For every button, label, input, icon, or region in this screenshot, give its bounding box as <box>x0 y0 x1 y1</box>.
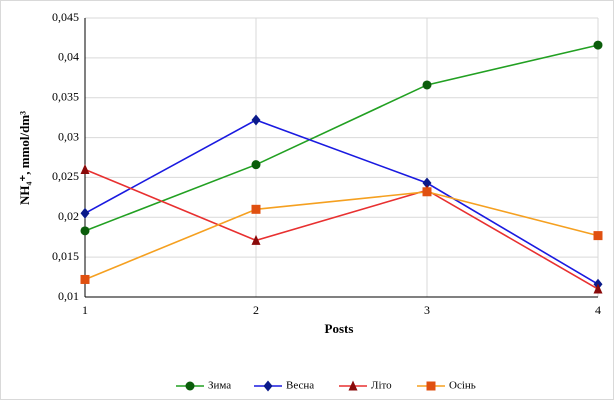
series-line <box>84 44 599 232</box>
marker <box>593 283 603 294</box>
series-line <box>84 119 599 285</box>
x-tick-label: 3 <box>424 303 430 317</box>
marker <box>422 187 432 197</box>
y-tick-label: 0,04 <box>58 50 79 64</box>
x-tick-label: 2 <box>253 303 259 317</box>
y-tick-label: 0,025 <box>52 169 79 183</box>
marker <box>80 226 90 236</box>
marker <box>80 274 90 284</box>
legend-label: Літо <box>371 380 392 392</box>
x-tick-label: 1 <box>82 303 88 317</box>
legend-label: Зима <box>208 380 231 392</box>
legend-marker <box>185 381 195 391</box>
marker <box>593 231 603 241</box>
legend-marker <box>348 380 358 391</box>
marker <box>251 114 261 126</box>
x-axis-label: Posts <box>325 321 354 336</box>
legend-marker <box>263 380 273 392</box>
y-tick-label: 0,01 <box>58 289 79 303</box>
marker <box>251 234 261 245</box>
legend-marker <box>426 381 436 391</box>
legend-label: Весна <box>286 380 314 392</box>
y-tick-label: 0,015 <box>52 249 79 263</box>
legend-label: Осінь <box>449 380 476 392</box>
marker <box>80 207 90 219</box>
marker <box>251 204 261 214</box>
marker <box>593 40 603 50</box>
series-line <box>84 190 599 281</box>
marker <box>251 160 261 170</box>
x-tick-label: 4 <box>595 303 601 317</box>
y-tick-label: 0,035 <box>52 89 79 103</box>
marker <box>80 163 90 174</box>
y-tick-label: 0,03 <box>58 129 79 143</box>
marker <box>422 177 432 189</box>
marker <box>422 80 432 90</box>
y-tick-label: 0,02 <box>58 209 79 223</box>
y-axis-label: NH₄⁺, mmol/dm³ <box>17 111 32 205</box>
y-tick-label: 0,045 <box>52 10 79 24</box>
series-line <box>84 168 599 290</box>
